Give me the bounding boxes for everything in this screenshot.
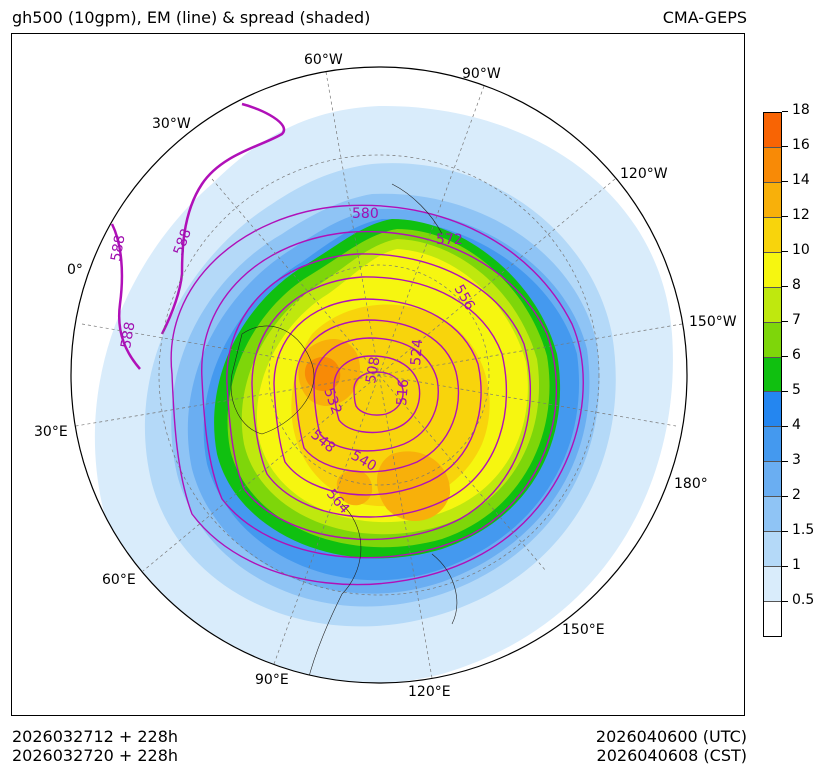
- colorbar-tick-label: 14: [782, 172, 810, 188]
- colorbar-segment: [764, 461, 781, 497]
- colorbar-segment: [764, 112, 781, 147]
- contour-580: [170, 204, 584, 586]
- coastline: [230, 183, 458, 683]
- contour-label: 516: [394, 378, 412, 406]
- colorbar-segment: [764, 321, 781, 357]
- contour-540: [294, 319, 460, 473]
- contour-556: [251, 276, 508, 518]
- lon-label-180: 180°: [674, 476, 708, 492]
- lon-label-60e: 60°E: [102, 572, 136, 588]
- contour-524: [333, 355, 421, 434]
- contour-588: [110, 102, 286, 370]
- contour-label: 588: [108, 234, 128, 263]
- contour-564: [226, 253, 531, 541]
- map-boundary: [70, 66, 688, 684]
- colorbar-segment: [764, 496, 781, 532]
- model-name: CMA-GEPS: [662, 8, 747, 27]
- colorbar-segment: [764, 391, 781, 427]
- lon-label-30e: 30°E: [34, 424, 68, 440]
- colorbar-tick-label: 1: [782, 557, 801, 573]
- polar-map: 580 572 588 588 588 556 524 508 516 532 …: [34, 52, 737, 700]
- lon-label-150e: 150°E: [562, 622, 605, 638]
- lon-label-90w: 90°W: [462, 66, 501, 82]
- colorbar-tick-label: 1.5: [781, 522, 815, 538]
- colorbar-tick-label: 2: [782, 487, 801, 503]
- lon-label-150w: 150°W: [689, 314, 737, 330]
- lon-label-90e: 90°E: [255, 672, 289, 688]
- lat-circle-30: [268, 264, 490, 486]
- colorbar-segment: [764, 286, 781, 322]
- colorbar-segment: [764, 146, 781, 182]
- colorbar-tick-label: 12: [782, 207, 810, 223]
- colorbar-segment: [764, 251, 781, 287]
- map-frame: 580 572 588 588 588 556 524 508 516 532 …: [11, 33, 745, 716]
- lon-label-120w: 120°W: [620, 166, 668, 182]
- colorbar-segment: [764, 601, 781, 636]
- colorbar-tick-label: 10: [782, 242, 810, 258]
- contour-label: 572: [436, 232, 463, 248]
- lon-label-120e: 120°E: [408, 684, 451, 700]
- colorbar-segment: [764, 531, 781, 567]
- colorbar-segment: [764, 181, 781, 217]
- contour-label: 508: [363, 356, 383, 385]
- contour-label: 524: [408, 338, 426, 366]
- colorbar-tick-label: 18: [782, 102, 810, 118]
- colorbar-tick-label: 6: [782, 347, 801, 363]
- colorbar-tick-label: 16: [782, 137, 810, 153]
- colorbar-tick-label: 4: [782, 417, 801, 433]
- chart-title: gh500 (10gpm), EM (line) & spread (shade…: [12, 8, 371, 27]
- valid-time-cst: 2026040608 (CST): [596, 746, 747, 765]
- contour-532: [313, 337, 439, 452]
- init-time-cst: 2026032720 + 228h: [12, 746, 179, 765]
- colorbar-tick-label: 7: [782, 312, 801, 328]
- lat-circle-60: [158, 154, 600, 596]
- contour-label: 580: [352, 206, 379, 222]
- lon-label-30w: 30°W: [152, 116, 191, 132]
- lon-label-60w: 60°W: [304, 52, 343, 68]
- colorbar-segment: [764, 356, 781, 392]
- colorbar-tick-label: 5: [782, 382, 801, 398]
- colorbar-tick-label: 0.5: [781, 592, 815, 608]
- colorbar-tick-label: 3: [782, 452, 801, 468]
- valid-time-utc: 2026040600 (UTC): [595, 727, 747, 746]
- contour-548: [273, 298, 482, 496]
- colorbar-segment: [764, 566, 781, 602]
- contour-516: [353, 371, 404, 416]
- colorbar: [763, 112, 782, 637]
- colorbar-segment: [764, 216, 781, 252]
- contour-572: [201, 230, 558, 559]
- lon-label-0: 0°: [67, 262, 83, 278]
- contour-label: 588: [118, 321, 138, 350]
- colorbar-tick-label: 8: [782, 277, 801, 293]
- init-time-utc: 2026032712 + 228h: [12, 727, 179, 746]
- colorbar-segment: [764, 426, 781, 462]
